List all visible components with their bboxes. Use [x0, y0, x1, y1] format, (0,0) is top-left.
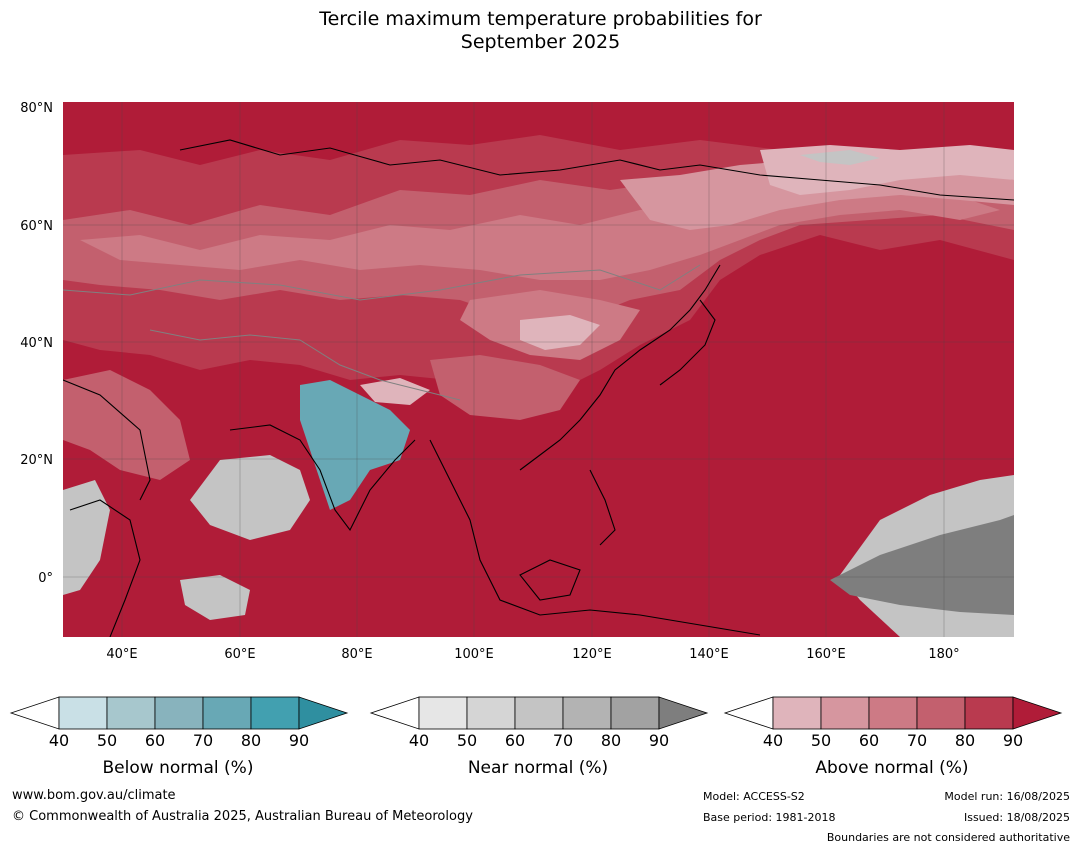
colorbar-below-segment: [250, 696, 300, 730]
footer-disclaimer: Boundaries are not considered authoritat…: [826, 831, 1070, 844]
colorbar-below-tick-label: 60: [145, 731, 165, 750]
coastlines: [63, 139, 1014, 637]
colorbar-near-segment: [562, 696, 612, 730]
lat-label-80n: 80°N: [20, 101, 53, 116]
colorbar-above-segment: [964, 696, 1014, 730]
lon-label-100e: 100°E: [454, 647, 494, 662]
colorbar-below-segment: [154, 696, 204, 730]
map-figure: 80°N 60°N 40°N 20°N 0° 40°E 60°E 80°E 10…: [20, 101, 1014, 662]
field-mongolia-40: [520, 315, 600, 350]
lat-label-20n: 20°N: [20, 453, 53, 468]
field-tibet-40: [360, 378, 430, 405]
coast-arabia: [63, 379, 151, 501]
colorbar-below-tick-label: 90: [289, 731, 309, 750]
field-india-near: [190, 455, 310, 540]
colorbar-near-segment: [514, 696, 564, 730]
colorbar-near-label: Near normal (%): [467, 758, 609, 778]
latitude-labels: 80°N 60°N 40°N 20°N 0°: [20, 101, 53, 586]
colorbar-below-segment: [58, 696, 108, 730]
colorbar-near-tick-label: 90: [649, 731, 669, 750]
colorbar-near-normal: 40 50 60 70 80 90: [369, 696, 709, 750]
field-indianocean-near: [180, 575, 250, 620]
footer-model-run: Model run: 16/08/2025: [944, 790, 1070, 803]
border-russia-south: [63, 264, 701, 301]
colorbar-above-segment: [868, 696, 918, 730]
lon-label-120e: 120°E: [572, 647, 612, 662]
coast-borneo: [519, 559, 581, 601]
coast-india: [229, 424, 416, 532]
colorbar-near-high-extend: [658, 696, 709, 730]
lon-label-80e: 80°E: [341, 647, 372, 662]
lat-label-0: 0°: [38, 571, 53, 586]
colorbar-below-segment: [202, 696, 252, 730]
footer-base-period: Base period: 1981-2018: [703, 811, 836, 824]
colorbar-near-segment: [418, 696, 468, 730]
colorbar-near-tick-label: 50: [457, 731, 477, 750]
lon-label-140e: 140°E: [689, 647, 729, 662]
graticule: [63, 102, 1014, 637]
coast-philippines: [589, 469, 616, 546]
footer-url[interactable]: www.bom.gov.au/climate: [12, 788, 176, 803]
coast-africa: [69, 499, 141, 637]
colorbar-above-tick-label: 70: [907, 731, 927, 750]
colorbar-below-normal: 40 50 60 70 80 90: [9, 696, 349, 750]
field-russia-60: [80, 195, 1000, 280]
coast-se-asia: [429, 439, 761, 636]
footer-model: Model: ACCESS-S2: [703, 790, 805, 803]
field-india-below: [300, 380, 410, 510]
colorbar-above-tick-label: 80: [955, 731, 975, 750]
lon-label-180: 180°: [928, 647, 959, 662]
coast-east-asia: [519, 264, 721, 471]
colorbar-above-tick-label: 50: [811, 731, 831, 750]
colorbar-above-segment: [772, 696, 822, 730]
colorbar-above-label: Above normal (%): [815, 758, 969, 778]
coast-japan: [659, 299, 716, 386]
field-arabia-70: [63, 370, 190, 480]
chart-title: Tercile maximum temperature probabilitie…: [0, 8, 1081, 54]
lon-label-40e: 40°E: [106, 647, 137, 662]
colorbar-below-low-extend: [9, 696, 60, 730]
field-siberia-near: [800, 150, 880, 165]
colorbar-below-tick-label: 40: [49, 731, 69, 750]
colorbar-below-label: Below normal (%): [102, 758, 254, 778]
probability-field: [63, 102, 1014, 637]
colorbar-near-segment: [466, 696, 516, 730]
colorbar-near-tick-label: 60: [505, 731, 525, 750]
lat-label-40n: 40°N: [20, 336, 53, 351]
colorbar-above-segment: [820, 696, 870, 730]
colorbar-above-tick-label: 90: [1003, 731, 1023, 750]
coast-arctic: [179, 139, 1014, 201]
colorbar-below-tick-label: 50: [97, 731, 117, 750]
border-china-west: [299, 339, 461, 401]
lon-label-160e: 160°E: [806, 647, 846, 662]
colorbar-near-low-extend: [369, 696, 420, 730]
colorbars: 40 50 60 70 80 90 40 50 60 70 80 90 40 50 60 70 80 90: [9, 696, 1063, 750]
colorbar-below-segment: [106, 696, 156, 730]
footer-issued: Issued: 18/08/2025: [963, 811, 1070, 824]
title-line-1: Tercile maximum temperature probabilitie…: [319, 8, 762, 30]
colorbar-above-tick-label: 60: [859, 731, 879, 750]
colorbar-below-tick-label: 70: [193, 731, 213, 750]
title-line-2: September 2025: [460, 31, 621, 53]
colorbar-near-tick-label: 40: [409, 731, 429, 750]
colorbar-below-tick-label: 80: [241, 731, 261, 750]
colorbar-near-tick-label: 80: [601, 731, 621, 750]
border-central-asia: [149, 329, 301, 341]
lon-label-60e: 60°E: [224, 647, 255, 662]
colorbar-above-segment: [916, 696, 966, 730]
colorbar-below-high-extend: [298, 696, 349, 730]
colorbar-above-tick-label: 40: [763, 731, 783, 750]
borders: [63, 264, 701, 401]
colorbar-above-normal: 40 50 60 70 80 90: [723, 696, 1063, 750]
footer-copyright: © Commonwealth of Australia 2025, Austra…: [12, 809, 473, 824]
colorbar-near-tick-label: 70: [553, 731, 573, 750]
colorbar-near-segment: [610, 696, 660, 730]
field-china-70: [430, 355, 580, 420]
lat-label-60n: 60°N: [20, 219, 53, 234]
colorbar-above-low-extend: [723, 696, 774, 730]
field-pacific-near-dark: [830, 515, 1014, 615]
longitude-labels: 40°E 60°E 80°E 100°E 120°E 140°E 160°E 1…: [106, 647, 959, 662]
colorbar-above-high-extend: [1012, 696, 1063, 730]
